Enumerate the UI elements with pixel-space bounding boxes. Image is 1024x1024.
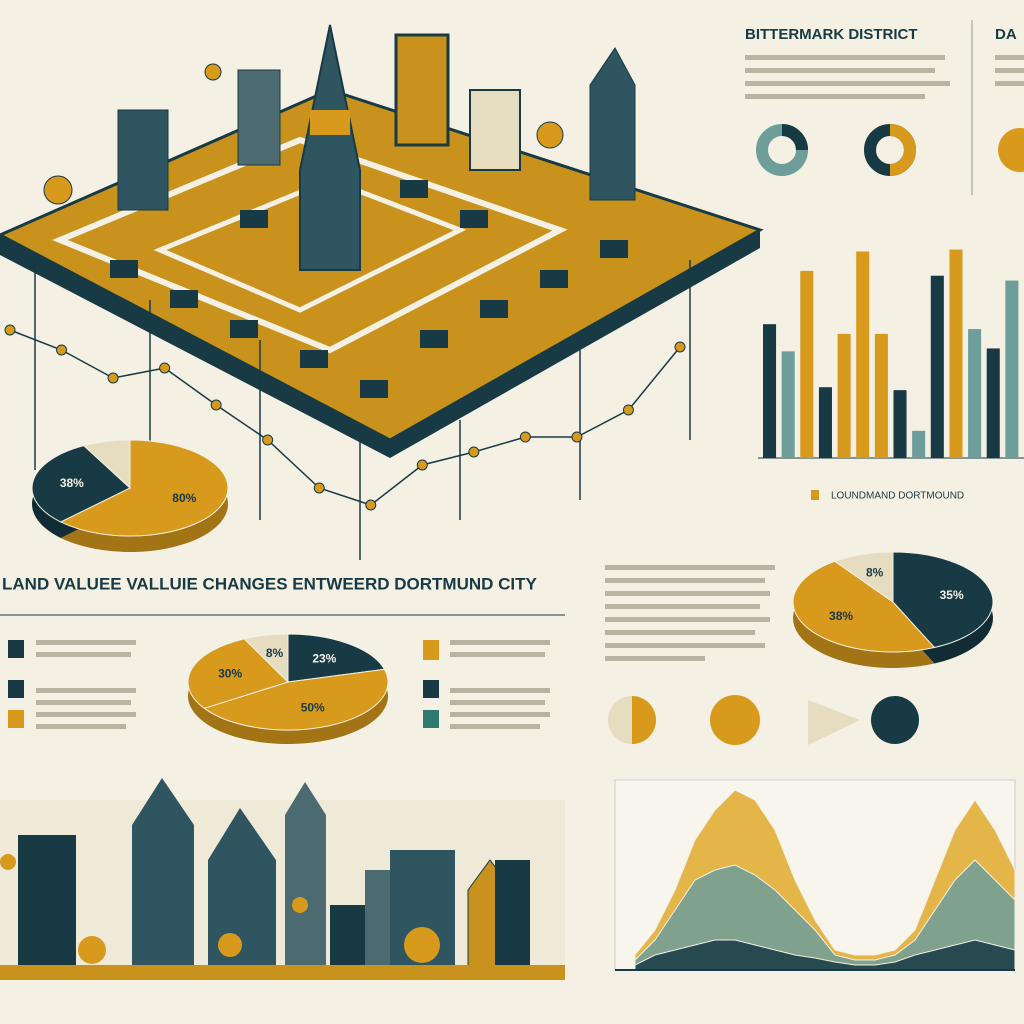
pie-label: 8% — [266, 646, 284, 660]
trend-line — [9, 329, 681, 506]
trend-point — [674, 341, 686, 353]
trend-point — [365, 499, 377, 511]
pie-label: 38% — [60, 476, 84, 490]
bar — [874, 333, 888, 458]
trend-point — [468, 446, 480, 458]
pie-label: 50% — [301, 700, 325, 714]
pie-label: 38% — [829, 609, 853, 623]
pie-slice — [792, 560, 936, 653]
trend-point — [159, 362, 171, 374]
area — [634, 939, 1016, 971]
trend-point — [56, 344, 68, 356]
pie-slice — [59, 439, 229, 537]
bar — [986, 348, 1000, 458]
trend-point — [262, 434, 274, 446]
bar — [893, 390, 907, 458]
bar — [800, 270, 814, 458]
trend-point — [210, 399, 222, 411]
trend-point — [416, 459, 428, 471]
pie-slice — [31, 445, 131, 523]
pie-slice — [243, 633, 289, 684]
bar — [856, 251, 870, 458]
pie-label: 23% — [312, 651, 336, 665]
legend-swatch — [811, 490, 819, 500]
city-illustration — [0, 24, 764, 560]
trend-point — [313, 482, 325, 494]
trend-point — [4, 324, 16, 336]
pie-slice — [287, 633, 386, 683]
bar — [930, 275, 944, 458]
pie-slice — [892, 551, 994, 649]
trend-point — [519, 431, 531, 443]
skyline — [0, 778, 565, 980]
district-title-cut: DA — [995, 26, 1017, 43]
text-lines — [745, 55, 1024, 99]
pie-label: 8% — [866, 566, 884, 580]
pie-slice — [833, 551, 894, 603]
bar — [763, 324, 777, 458]
bar — [968, 329, 982, 458]
pie-slice — [82, 439, 131, 490]
bar — [949, 249, 963, 458]
district-title: BITTERMARK DISTRICT — [745, 26, 918, 43]
bar — [1005, 280, 1019, 458]
pie-slice — [203, 668, 389, 731]
bar — [837, 333, 851, 458]
main-title: LAND VALUEE VALLUIE CHANGES ENTWEERD DOR… — [2, 574, 538, 593]
legend-label: LOUNDMAND DORTMOUND — [831, 491, 964, 502]
trend-point — [107, 372, 119, 384]
legends — [8, 640, 550, 729]
trend-point — [622, 404, 634, 416]
donuts — [608, 124, 1024, 745]
bar — [781, 351, 795, 458]
bar — [818, 387, 832, 458]
pie-label: 35% — [940, 588, 964, 602]
trend-point — [571, 431, 583, 443]
pie-slice — [187, 638, 289, 709]
bar — [912, 430, 926, 458]
pie-label: 80% — [172, 491, 196, 505]
pie-label: 30% — [218, 667, 242, 681]
